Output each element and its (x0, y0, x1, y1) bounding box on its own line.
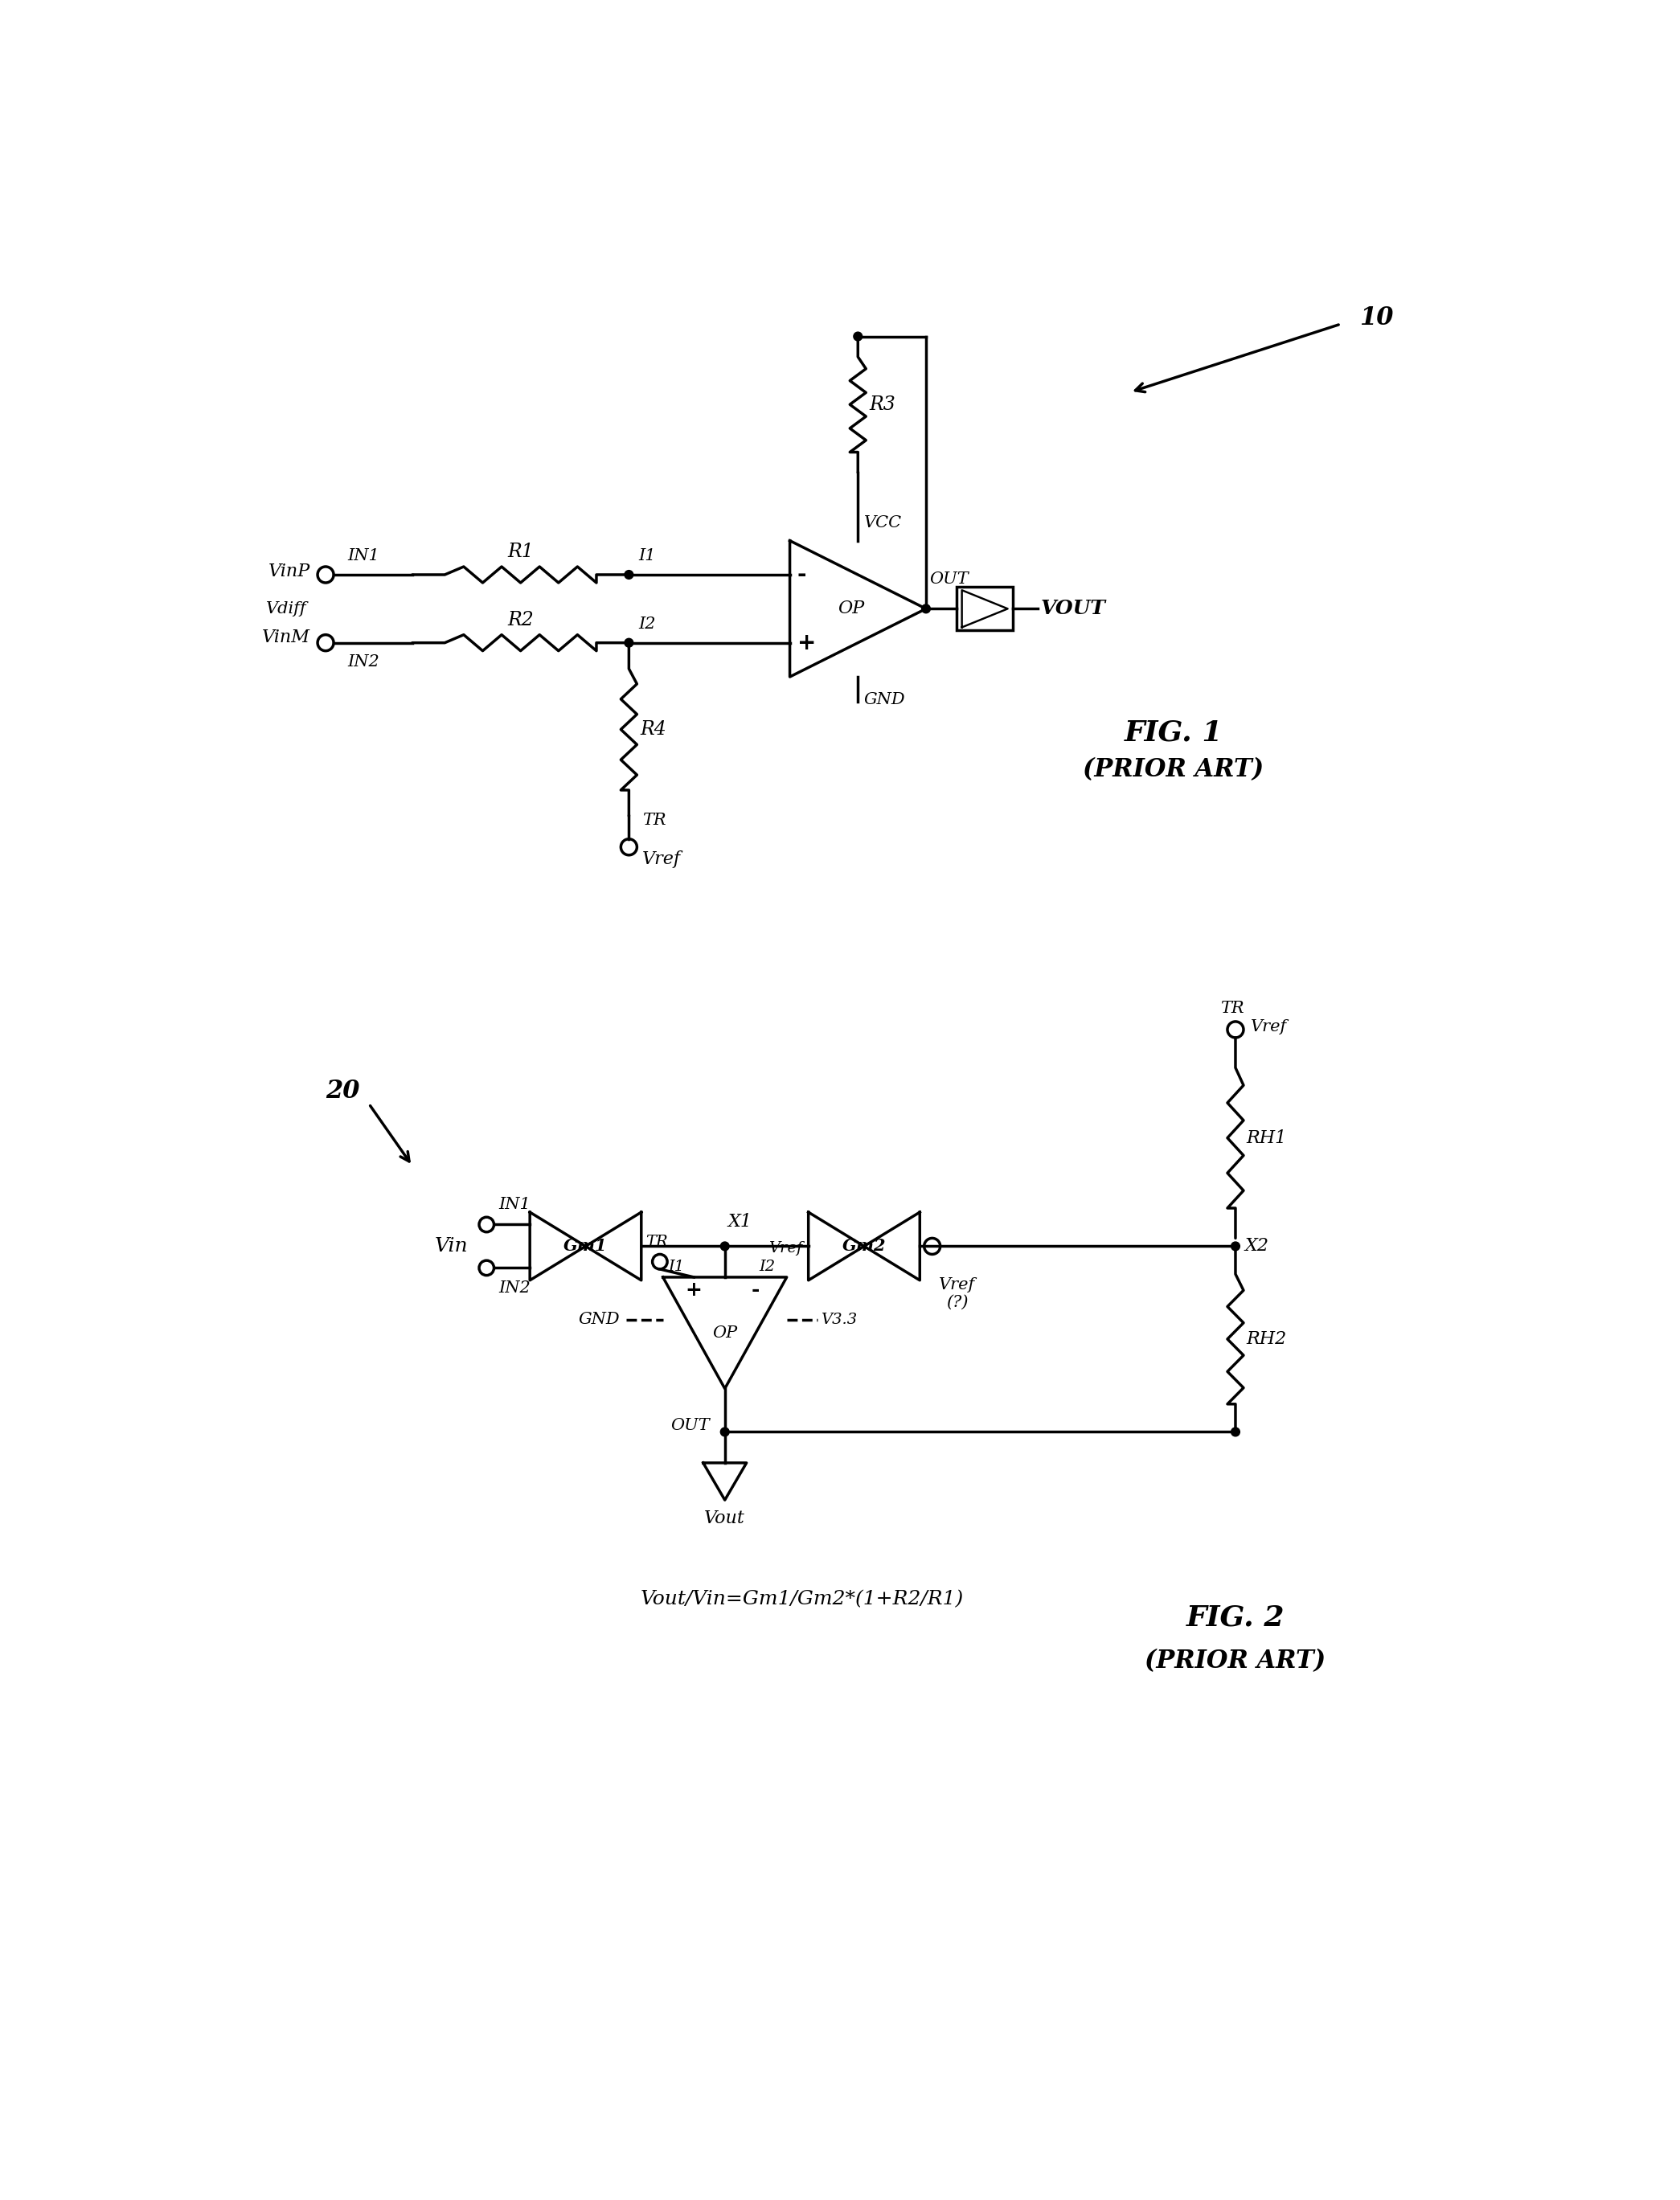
Circle shape (853, 332, 862, 341)
Circle shape (1231, 1243, 1240, 1250)
Text: R1: R1 (507, 543, 534, 561)
Text: (PRIOR ART): (PRIOR ART) (1146, 1648, 1326, 1674)
Text: +: + (798, 631, 816, 653)
Text: X2: X2 (1245, 1236, 1268, 1254)
Text: Vout/Vin=Gm1/Gm2*(1+R2/R1): Vout/Vin=Gm1/Gm2*(1+R2/R1) (640, 1591, 964, 1608)
Text: OUT: OUT (929, 572, 968, 587)
Circle shape (721, 1428, 729, 1437)
Text: I2: I2 (759, 1261, 774, 1274)
Text: +: + (685, 1280, 702, 1300)
Text: GND: GND (864, 693, 906, 708)
Text: OUT: OUT (670, 1419, 709, 1434)
Text: I2: I2 (638, 616, 655, 631)
Text: GND: GND (578, 1311, 620, 1327)
Text: IN2: IN2 (348, 653, 380, 669)
Text: Vref: Vref (1252, 1019, 1287, 1034)
Text: VCC: VCC (864, 515, 902, 530)
Text: VinM: VinM (262, 629, 311, 647)
Text: R3: R3 (869, 396, 895, 414)
Text: V3.3: V3.3 (822, 1311, 857, 1327)
Text: I1: I1 (638, 548, 655, 563)
Text: VinP: VinP (269, 563, 311, 581)
Text: IN1: IN1 (348, 548, 380, 563)
Text: (PRIOR ART): (PRIOR ART) (1084, 757, 1263, 783)
Circle shape (625, 638, 633, 647)
Text: R4: R4 (640, 719, 667, 739)
Circle shape (1231, 1428, 1240, 1437)
Text: Vout: Vout (704, 1509, 746, 1527)
Text: -: - (798, 563, 806, 585)
Text: TR: TR (642, 814, 667, 827)
Text: R2: R2 (507, 612, 534, 629)
Text: IN2: IN2 (499, 1280, 531, 1296)
Text: IN1: IN1 (499, 1197, 531, 1212)
Bar (958, 587, 1013, 631)
Text: VOUT: VOUT (1040, 598, 1105, 618)
Circle shape (625, 570, 633, 579)
Text: RH1: RH1 (1247, 1129, 1287, 1146)
Text: Vref: Vref (768, 1241, 801, 1256)
Text: TR: TR (1220, 1001, 1245, 1016)
Text: X1: X1 (727, 1212, 753, 1230)
Text: OP: OP (712, 1324, 738, 1340)
Text: FIG. 1: FIG. 1 (1124, 719, 1223, 746)
Circle shape (721, 1243, 729, 1250)
Text: FIG. 2: FIG. 2 (1186, 1604, 1285, 1630)
Text: -: - (751, 1280, 759, 1300)
Text: I1: I1 (669, 1261, 685, 1274)
Text: Gm2: Gm2 (842, 1239, 885, 1254)
Text: Vdiff: Vdiff (267, 601, 307, 616)
Text: TR: TR (645, 1234, 669, 1250)
Text: 10: 10 (1359, 306, 1393, 330)
Text: OP: OP (838, 601, 865, 618)
Text: Vin: Vin (435, 1236, 469, 1256)
Text: Vref: Vref (642, 849, 680, 867)
Text: 20: 20 (326, 1078, 360, 1104)
Circle shape (922, 605, 931, 614)
Text: Vref
(?): Vref (?) (939, 1278, 974, 1311)
Text: RH2: RH2 (1247, 1331, 1287, 1349)
Text: Gm1: Gm1 (564, 1239, 608, 1254)
